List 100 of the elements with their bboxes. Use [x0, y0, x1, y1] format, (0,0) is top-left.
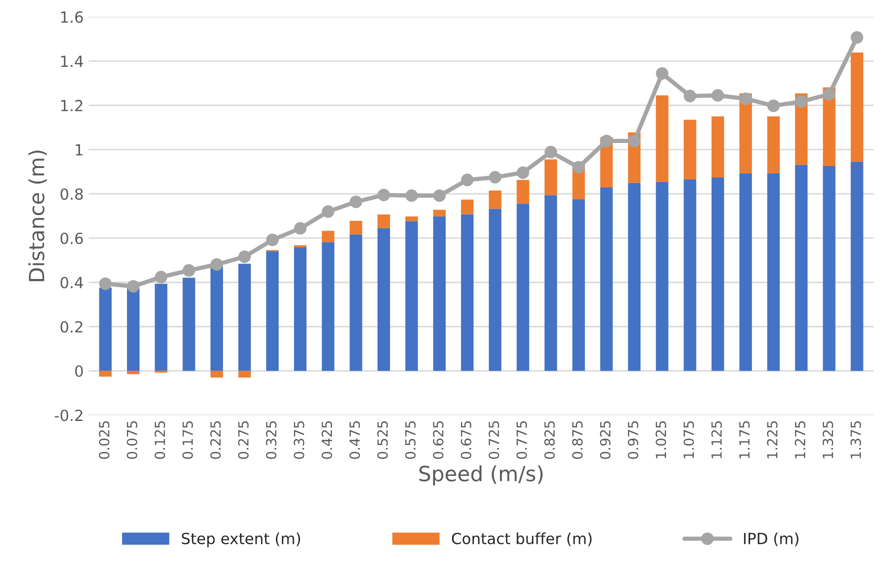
y-tick-label: 1 [76, 144, 82, 156]
x-tick-label: 0.275 [238, 421, 249, 459]
bar [266, 251, 279, 371]
x-tick-label: 1.325 [822, 421, 834, 458]
point [322, 205, 334, 218]
bar [628, 182, 641, 371]
bar [405, 216, 418, 222]
y-tick-label: 0 [75, 365, 83, 377]
legend-label: Contact buffer (m) [452, 532, 592, 546]
point [210, 258, 223, 271]
x-tick-label: 0.075 [126, 421, 138, 459]
bar [767, 116, 780, 174]
bar [350, 220, 362, 234]
point [739, 92, 752, 105]
point [684, 90, 696, 102]
y-tick-label: -0.2 [54, 410, 82, 422]
x-tick-label: 0.025 [98, 421, 110, 459]
bar [378, 214, 390, 228]
bar [461, 200, 474, 214]
legend-label: IPD (m) [744, 532, 798, 546]
bar [488, 208, 502, 371]
bar [182, 278, 196, 371]
bar [544, 195, 558, 371]
point [378, 188, 390, 202]
y-tick-label: 1.4 [61, 56, 83, 67]
point [126, 280, 140, 293]
y-tick-label: 0.6 [60, 232, 83, 244]
point [656, 67, 668, 80]
bar [126, 370, 140, 374]
x-tick-label: 0.775 [516, 421, 527, 459]
x-tick-label: 0.125 [154, 421, 166, 459]
point [488, 171, 502, 184]
bar [544, 159, 558, 196]
bar [684, 179, 696, 371]
bar [822, 166, 836, 371]
point [99, 277, 112, 290]
point [238, 250, 251, 263]
point [572, 161, 585, 174]
x-tick-label: 0.625 [432, 421, 444, 459]
bar [795, 164, 808, 371]
bar [322, 230, 334, 242]
point [767, 100, 780, 112]
y-tick-label: 1.6 [61, 11, 83, 23]
point [850, 31, 864, 44]
x-tick-label: 0.475 [349, 421, 360, 459]
bar [488, 190, 502, 209]
bar [712, 177, 724, 371]
legend-label: Step extent (m) [182, 532, 300, 548]
y-tick-label: 0.2 [60, 321, 82, 333]
bar [294, 247, 307, 371]
x-tick-label: 1.025 [656, 421, 666, 458]
y-tick-label: 0.4 [60, 276, 83, 288]
bar [572, 199, 585, 371]
bar [378, 228, 390, 371]
point [350, 196, 362, 208]
bar [516, 180, 530, 204]
bar [210, 266, 224, 371]
x-tick-label: 0.825 [544, 421, 555, 459]
point [405, 189, 418, 202]
y-tick-label: 1.2 [61, 100, 82, 112]
point [795, 95, 808, 108]
bar [739, 174, 752, 371]
bar [99, 288, 112, 371]
x-tick-label: 0.225 [210, 421, 221, 459]
bar [238, 264, 251, 371]
x-tick-label: 0.675 [460, 421, 472, 459]
point [461, 174, 474, 186]
point [433, 189, 446, 202]
x-tick-label: 0.575 [405, 421, 416, 459]
bar [350, 234, 362, 371]
bar [656, 95, 668, 182]
bar [238, 370, 251, 378]
bar [656, 182, 668, 371]
x-axis-title: Speed (m/s) [419, 465, 543, 486]
bar [461, 214, 474, 371]
x-tick-label: 0.925 [600, 421, 610, 459]
x-tick-label: 0.175 [182, 421, 193, 459]
bar [767, 174, 780, 371]
point [628, 134, 641, 148]
point [182, 264, 196, 277]
bar [210, 370, 224, 378]
x-tick-label: 0.875 [572, 421, 583, 459]
y-tick-label: 0.8 [60, 188, 83, 200]
x-tick-label: 0.725 [488, 421, 500, 459]
bar [154, 284, 168, 371]
point [516, 166, 530, 179]
point [266, 234, 279, 246]
x-tick-label: 1.175 [739, 421, 750, 458]
point [600, 134, 613, 148]
bar [516, 204, 530, 371]
bar [850, 162, 864, 371]
bar [600, 187, 613, 371]
bar [126, 288, 140, 371]
x-tick-label: 1.225 [767, 421, 778, 458]
bar [684, 120, 696, 180]
point [712, 89, 724, 102]
x-tick-label: 1.375 [850, 421, 862, 458]
x-tick-label: 0.425 [322, 421, 332, 459]
bar [850, 52, 864, 162]
x-tick-label: 1.125 [711, 421, 722, 458]
